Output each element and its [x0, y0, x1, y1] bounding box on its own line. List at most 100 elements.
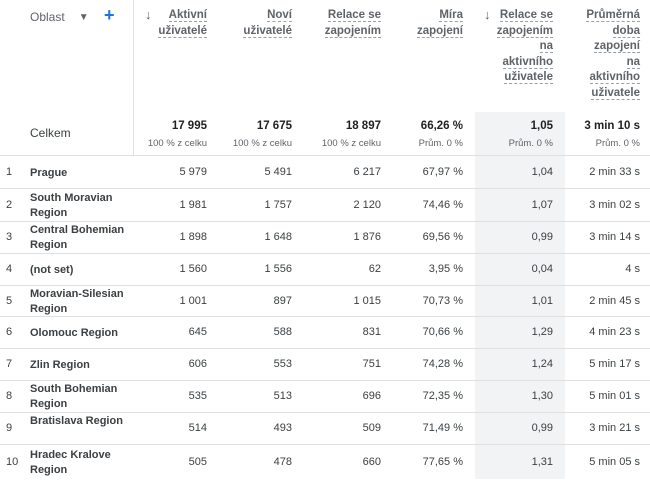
table-cell: 69,56 % [422, 231, 463, 243]
table-cell: 5 491 [264, 165, 292, 178]
table-cell: 535 [188, 390, 207, 402]
sort-arrow-down-icon[interactable]: ↓ [484, 7, 491, 22]
table-cell: 1,04 [531, 165, 553, 178]
table-cell: 831 [362, 326, 381, 338]
table-cell: 897 [273, 294, 292, 307]
total-subtext: Prům. 0 % [418, 138, 463, 149]
row-number: 7 [6, 358, 13, 370]
table-cell: 1,31 [531, 455, 553, 468]
row-region-name: Hradec Kralove Region [30, 448, 111, 476]
column-header-6[interactable]: Průměrná doba zapojení na aktivního uživatele [578, 8, 640, 101]
table-cell: 5 min 17 s [589, 358, 640, 370]
table-row[interactable]: 10 Hradec Kralove Region 505 478 660 77,65 % 1… [0, 444, 650, 480]
column-header-text: doba [612, 24, 640, 38]
total-value: 17 675 [256, 120, 292, 132]
column-header-text: uživatele [504, 71, 553, 84]
total-value: 1,05 [530, 120, 553, 132]
row-number: 3 [6, 231, 13, 243]
table-cell: 1 898 [179, 231, 207, 243]
row-region-name: Moravian-Silesian Region [30, 287, 124, 315]
table-cell: 751 [362, 358, 381, 370]
row-region-name: South Moravian Region [30, 191, 113, 219]
row-number: 1 [6, 165, 13, 178]
column-header-text: Relace se [499, 9, 553, 22]
table-cell: 3 min 02 s [589, 198, 640, 211]
table-cell: 3 min 21 s [589, 422, 640, 434]
table-cell: 4 min 23 s [589, 326, 640, 338]
table-row[interactable]: 4 (not set) 1 560 1 556 62 3,95 % 0,04 4 s [0, 253, 650, 286]
table-cell: 1,01 [531, 294, 553, 307]
table-row[interactable]: 2 South Moravian Region 1 981 1 757 2 120 74,… [0, 188, 650, 222]
sort-arrow-down-icon[interactable]: ↓ [145, 7, 152, 22]
totals-label: Celkem [30, 126, 71, 140]
row-region-name: (not set) [30, 264, 74, 276]
column-header-2[interactable]: Noví uživatelé [230, 8, 292, 39]
table-cell: 70,73 % [422, 294, 463, 307]
table-cell: 1 560 [179, 263, 207, 275]
total-subtext: 100 % z celku [147, 138, 207, 149]
table-row[interactable]: 6 Olomouc Region 645 588 831 70,66 % 1,29 4 min… [0, 316, 650, 349]
table-cell: 74,46 % [422, 198, 463, 211]
column-header-text: uživatelé [243, 24, 292, 38]
table-cell: 514 [188, 422, 207, 434]
column-header-4[interactable]: Míra zapojení [413, 8, 463, 39]
row-number: 10 [6, 455, 19, 468]
table-row[interactable]: 8 South Bohemian Region 535 513 696 72,35 % 1,… [0, 380, 650, 413]
table-cell: 5 979 [179, 165, 207, 178]
table-row[interactable]: 3 Central Bohemian Region 1 898 1 648 1 876 6… [0, 221, 650, 254]
table-cell: 1 757 [264, 198, 292, 211]
plus-icon[interactable]: + [104, 5, 115, 25]
column-header-text: na [626, 55, 640, 69]
table-cell: 553 [273, 358, 292, 370]
table-cell: 5 min 01 s [589, 390, 640, 402]
table-cell: 1,07 [531, 198, 553, 211]
table-cell: 660 [362, 455, 381, 468]
table-cell: 645 [188, 326, 207, 338]
total-subtext: Prům. 0 % [508, 138, 553, 149]
column-header-1[interactable]: Aktivní uživatelé [141, 8, 207, 39]
row-number: 9 [6, 422, 13, 434]
row-region-name: Central Bohemian Region [30, 224, 125, 251]
table-cell: 72,35 % [422, 390, 463, 402]
table-cell: 2 min 45 s [589, 294, 640, 307]
column-header-text: zapojení [593, 40, 640, 53]
column-header-3[interactable]: Relace se zapojením [311, 8, 381, 39]
sorted-column-highlight [475, 112, 565, 479]
row-number: 6 [6, 326, 13, 338]
column-header-text: Míra [439, 9, 463, 22]
table-cell: 1 001 [179, 294, 207, 307]
table-cell: 4 s [625, 263, 640, 275]
table-cell: 1,30 [531, 390, 553, 402]
table-cell: 0,04 [531, 263, 553, 275]
table-cell: 77,65 % [422, 455, 463, 468]
total-value: 18 897 [345, 120, 381, 132]
table-cell: 71,49 % [422, 422, 463, 434]
table-row[interactable]: 1 Prague 5 979 5 491 6 217 67,97 % 1,04 2 min 3… [0, 155, 650, 189]
total-value: 17 995 [171, 120, 207, 132]
table-cell: 3 min 14 s [589, 231, 640, 243]
row-region-name: South Bohemian Region [30, 383, 118, 410]
column-header-text: zapojením [496, 24, 553, 38]
table-cell: 1 015 [353, 294, 381, 307]
total-subtext: 100 % z celku [232, 138, 292, 149]
dimension-label: Oblast [30, 10, 65, 24]
table-cell: 0,99 [531, 231, 553, 243]
table-cell: 1 556 [264, 263, 292, 275]
table-cell: 505 [188, 455, 207, 468]
column-header-text: uživatele [591, 86, 640, 100]
table-row[interactable]: 9 Bratislava Region 514 493 509 71,49 % 0,99 3 … [0, 412, 650, 445]
column-divider [133, 0, 134, 155]
dimension-selector[interactable]: Oblast ▼ [30, 10, 89, 24]
table-cell: 696 [362, 390, 381, 402]
row-region-name: Prague [30, 166, 68, 179]
row-region-name: Zlin Region [30, 359, 90, 371]
table-row[interactable]: 7 Zlin Region 606 553 751 74,28 % 1,24 5 min 17… [0, 348, 650, 381]
column-header-text: Aktivní [168, 9, 207, 22]
table-row[interactable]: 5 Moravian-Silesian Region 1 001 897 1 015 70… [0, 285, 650, 317]
table-cell: 6 217 [353, 165, 381, 178]
column-header-5[interactable]: Relace se zapojením na aktivního uživatele [491, 8, 553, 86]
column-header-text: zapojením [324, 24, 381, 38]
table-cell: 2 120 [353, 198, 381, 211]
row-number: 2 [6, 198, 13, 211]
total-value: 66,26 % [420, 120, 463, 132]
